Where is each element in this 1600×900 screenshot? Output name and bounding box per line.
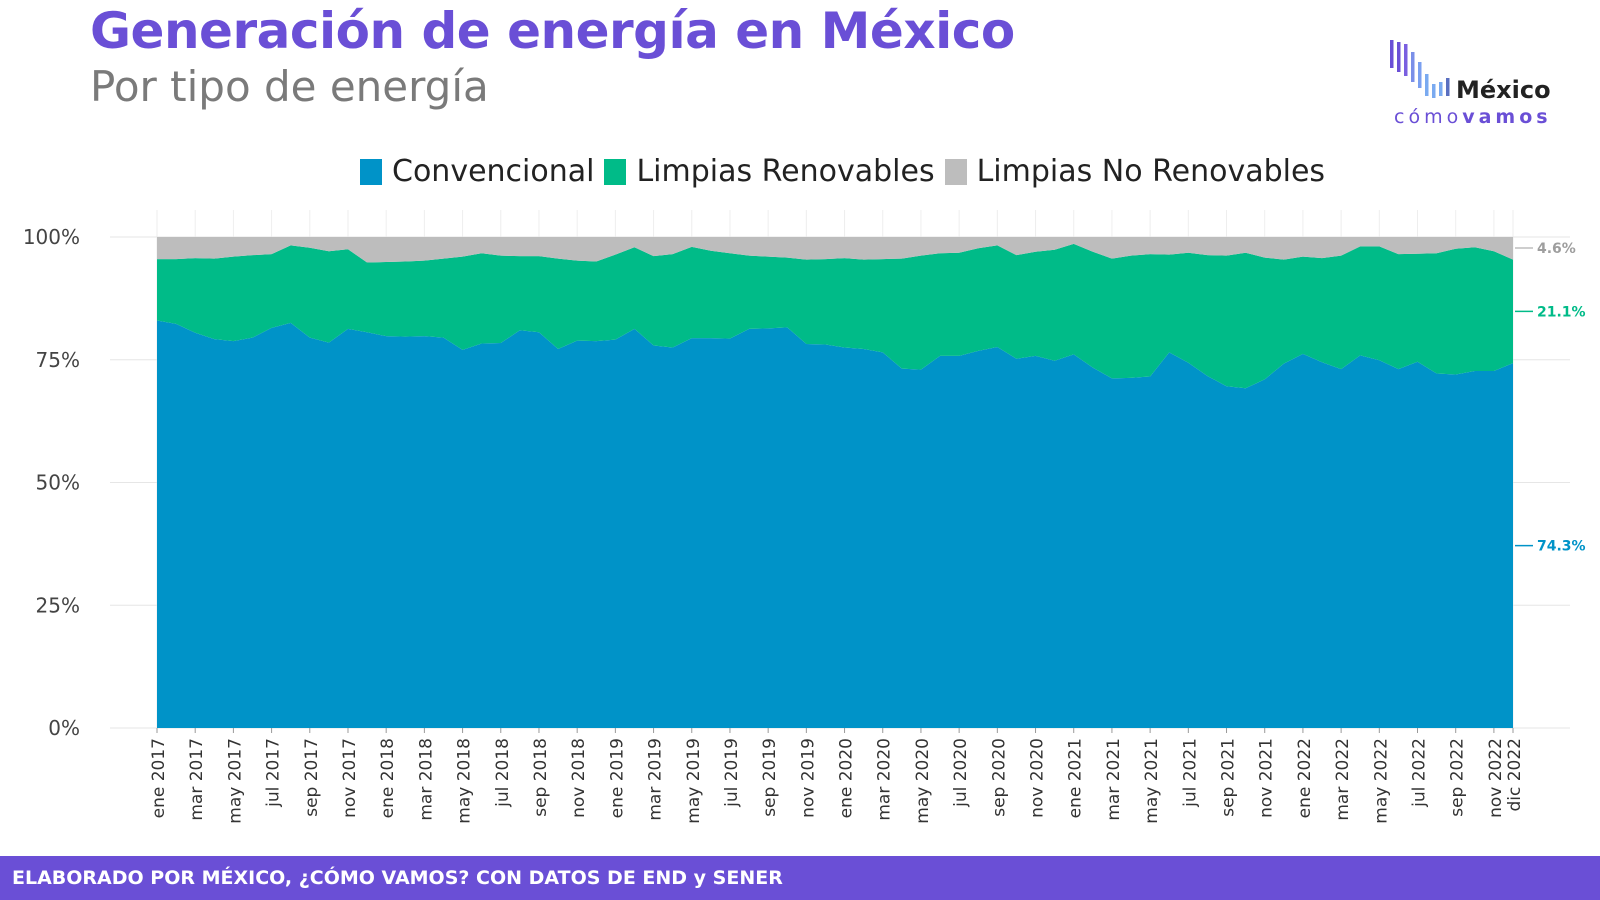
legend-item-no-renovables: Limpias No Renovables — [944, 154, 1326, 189]
bars-logo-icon — [1390, 40, 1450, 98]
x-tick-label: may 2018 — [455, 738, 475, 824]
x-tick-label: mar 2019 — [646, 738, 666, 821]
chart-title: Generación de energía en México — [90, 2, 1015, 60]
x-tick-label: may 2017 — [225, 738, 245, 824]
x-tick-label: may 2019 — [684, 738, 704, 824]
x-tick-label: nov 2017 — [340, 738, 360, 818]
x-tick-label: ene 2018 — [378, 738, 398, 818]
end-value-label-convencional: 74.3% — [1537, 539, 1586, 555]
x-tick-label: mar 2020 — [875, 738, 895, 821]
y-tick-label: 50% — [36, 471, 80, 495]
x-tick-label: mar 2017 — [187, 738, 207, 821]
y-tick-label: 25% — [36, 593, 80, 617]
x-tick-label: mar 2018 — [416, 738, 436, 821]
x-tick-label: nov 2022 — [1486, 738, 1506, 818]
legend-swatch-renovables — [604, 158, 627, 185]
chart-subtitle: Por tipo de energía — [90, 62, 489, 111]
y-tick-label: 75% — [36, 348, 80, 372]
x-tick-label: ene 2021 — [1066, 738, 1086, 818]
legend-item-renovables: Limpias Renovables — [604, 154, 935, 189]
x-tick-label: sep 2021 — [1219, 738, 1239, 817]
x-tick-label: sep 2018 — [531, 738, 551, 817]
x-tick-label: jul 2021 — [1180, 738, 1200, 808]
x-tick-label: may 2022 — [1371, 738, 1391, 824]
legend-label-no-renovables: Limpias No Renovables — [976, 154, 1326, 189]
logo-tagline-bold: vamos — [1462, 106, 1552, 128]
logo-tagline-light: cómo — [1394, 106, 1463, 128]
x-tick-label: nov 2020 — [1028, 738, 1048, 818]
x-tick-label: sep 2022 — [1448, 738, 1468, 817]
x-tick-label: ene 2022 — [1295, 738, 1315, 818]
logo-tagline: cómovamos — [1394, 106, 1552, 128]
legend-label-renovables: Limpias Renovables — [636, 154, 935, 189]
x-tick-label: mar 2021 — [1104, 738, 1124, 821]
legend-label-convencional: Convencional — [392, 154, 595, 189]
footer-credit: ELABORADO POR MÉXICO, ¿CÓMO VAMOS? CON D… — [0, 856, 1600, 900]
x-tick-label: nov 2021 — [1257, 738, 1277, 818]
x-tick-label: jul 2020 — [951, 738, 971, 808]
x-tick-label: jul 2022 — [1410, 738, 1430, 808]
area-no_renovables — [157, 237, 1513, 263]
x-tick-label: nov 2018 — [569, 738, 589, 818]
logo-word: México — [1456, 76, 1551, 104]
x-tick-label: jul 2019 — [722, 738, 742, 808]
mexico-como-vamos-logo: México cómovamos — [1390, 38, 1570, 128]
end-value-label-no_renovables: 4.6% — [1537, 241, 1576, 257]
x-tick-label: jul 2017 — [264, 738, 284, 808]
legend-swatch-convencional — [360, 158, 382, 185]
legend-item-convencional: Convencional — [360, 154, 594, 189]
x-tick-label: may 2021 — [1142, 738, 1162, 824]
legend-swatch-no-renovables — [944, 158, 967, 185]
x-tick-label: dic 2022 — [1505, 738, 1525, 812]
area-renovables — [157, 243, 1513, 389]
x-tick-label: sep 2019 — [760, 738, 780, 817]
x-tick-label: mar 2022 — [1333, 738, 1353, 821]
area-convencional — [157, 320, 1513, 728]
x-tick-label: ene 2019 — [607, 738, 627, 818]
x-tick-label: nov 2019 — [798, 738, 818, 818]
x-tick-label: ene 2017 — [149, 738, 169, 818]
x-tick-label: sep 2020 — [989, 738, 1009, 817]
end-value-label-renovables: 21.1% — [1537, 304, 1586, 320]
x-tick-label: sep 2017 — [302, 738, 322, 817]
y-tick-label: 100% — [23, 225, 80, 249]
chart-legend: Convencional Limpias Renovables Limpias … — [360, 154, 1335, 189]
x-tick-label: jul 2018 — [493, 738, 513, 808]
y-tick-label: 0% — [48, 716, 80, 740]
x-tick-label: may 2020 — [913, 738, 933, 824]
x-tick-label: ene 2020 — [837, 738, 857, 818]
stacked-area-chart: 0% 25% 50% 75% 100% ene 2017 mar 2017 may 2017 j… — [23, 210, 1586, 824]
